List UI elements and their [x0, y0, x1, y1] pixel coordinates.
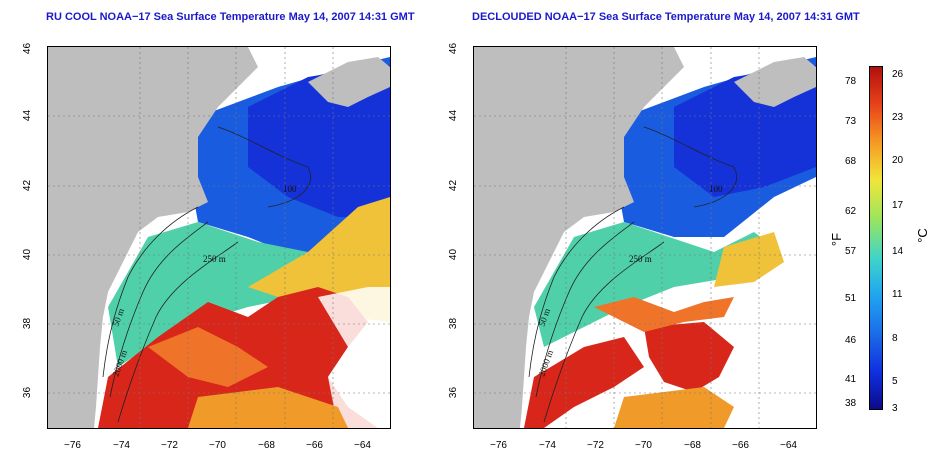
lat-tick: 46	[22, 42, 34, 55]
lon-tick: −76	[490, 440, 507, 451]
land-mass	[48, 47, 258, 428]
lat-tick: 46	[448, 42, 460, 55]
graticule	[48, 47, 390, 428]
lat-tick: 40	[22, 248, 34, 261]
warm-eddy-region	[594, 297, 734, 332]
contour-label-100: 100	[709, 184, 723, 194]
contour-250m	[109, 221, 209, 398]
cb-c-tick: 14	[892, 246, 904, 257]
south-orange-region	[614, 387, 734, 428]
cb-f-tick: 78	[845, 76, 857, 87]
left-panel-title: RU COOL NOAA−17 Sea Surface Temperature …	[46, 11, 415, 23]
lat-tick: 42	[22, 179, 34, 192]
left-sst-map: 50 m 100 250 m 2000 m	[47, 46, 391, 429]
cb-f-tick: 68	[845, 156, 857, 167]
cb-f-tick: 62	[845, 206, 857, 217]
nova-scotia-land	[734, 57, 816, 107]
lon-tick: −68	[258, 440, 275, 451]
cb-c-tick: 17	[892, 200, 904, 211]
contour-label-250m: 250 m	[629, 254, 652, 264]
lat-tick: 42	[448, 179, 460, 192]
cb-f-tick: 57	[845, 246, 857, 257]
nova-scotia-land	[308, 57, 390, 107]
lat-tick: 36	[22, 386, 34, 399]
cb-c-tick: 26	[892, 69, 904, 80]
contour-label-250m: 250 m	[203, 254, 226, 264]
right-map-svg: 50 m 100 250 m 2000 m	[474, 47, 816, 428]
gulf-stream-region	[524, 337, 644, 428]
lat-tick: 44	[448, 109, 460, 122]
contour-2000m	[543, 241, 665, 423]
contour-label-100: 100	[283, 184, 297, 194]
lon-tick: −74	[539, 440, 556, 451]
land-mass	[474, 47, 684, 428]
contour-50m	[102, 206, 199, 378]
lat-tick: 38	[22, 317, 34, 330]
fahrenheit-unit-label: °F	[829, 232, 845, 247]
cb-f-tick: 51	[845, 293, 857, 304]
lat-tick: 40	[448, 248, 460, 261]
warm-eddy-region	[148, 327, 268, 387]
celsius-unit-label: °C	[914, 228, 930, 243]
lon-tick: −72	[587, 440, 604, 451]
gulf-stream-region-2	[644, 322, 734, 392]
contour-gom	[217, 126, 311, 208]
lon-tick: −64	[780, 440, 797, 451]
contour-250m	[535, 221, 635, 398]
warm-transition-region	[714, 232, 784, 287]
lon-tick: −74	[113, 440, 130, 451]
colorbar	[869, 66, 883, 410]
south-orange-region	[188, 387, 348, 428]
right-panel-title: DECLOUDED NOAA−17 Sea Surface Temperatur…	[472, 11, 860, 23]
graticule	[474, 47, 816, 428]
lon-tick: −70	[635, 440, 652, 451]
cb-c-tick: 23	[892, 112, 904, 123]
contour-50m	[528, 206, 625, 378]
cb-c-tick: 5	[892, 376, 898, 387]
contour-gom	[643, 126, 737, 208]
shelf-water-region	[534, 222, 774, 347]
cb-f-tick: 73	[845, 116, 857, 127]
cb-f-tick: 38	[845, 398, 857, 409]
lat-tick: 44	[22, 109, 34, 122]
left-map-svg: 50 m 100 250 m 2000 m	[48, 47, 390, 428]
lat-tick: 36	[448, 386, 460, 399]
cb-c-tick: 8	[892, 333, 898, 344]
cb-c-tick: 20	[892, 155, 904, 166]
cb-f-tick: 41	[845, 374, 857, 385]
right-sst-map: 50 m 100 250 m 2000 m	[473, 46, 817, 429]
cloud-region	[318, 287, 390, 428]
cb-c-tick: 3	[892, 403, 898, 414]
lon-tick: −70	[209, 440, 226, 451]
lon-tick: −64	[354, 440, 371, 451]
lon-tick: −68	[684, 440, 701, 451]
lon-tick: −66	[732, 440, 749, 451]
lat-tick: 38	[448, 317, 460, 330]
cb-c-tick: 11	[892, 289, 903, 300]
cb-f-tick: 46	[845, 335, 857, 346]
lon-tick: −66	[306, 440, 323, 451]
lon-tick: −72	[161, 440, 178, 451]
contour-2000m	[117, 241, 239, 423]
lon-tick: −76	[64, 440, 81, 451]
